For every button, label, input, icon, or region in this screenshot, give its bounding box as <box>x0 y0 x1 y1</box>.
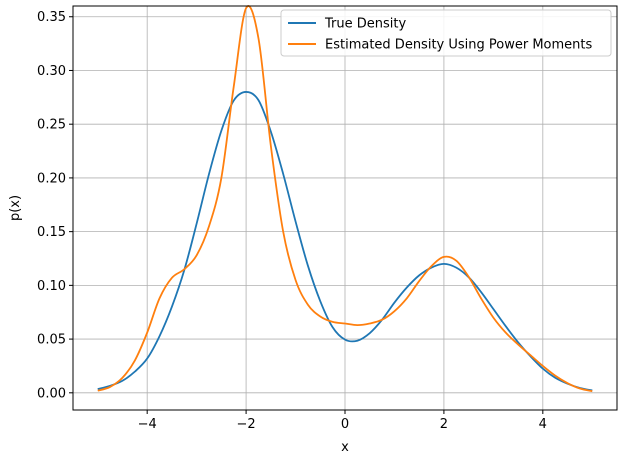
series-line-true-density <box>97 91 593 392</box>
y-tick-label: 0.20 <box>37 171 66 186</box>
y-tick-label: 0.10 <box>37 279 66 294</box>
ticks: −4 −2 0 2 4 0.00 0.05 0.10 0.15 0.20 0.25 0.30 0.35 <box>37 10 547 432</box>
legend-label-estimated-density: Estimated Density Using Power Moments <box>325 38 592 53</box>
series-line-estimated-density <box>97 5 593 393</box>
y-tick-label: 0.25 <box>37 118 66 133</box>
x-axis-label: x <box>341 440 349 455</box>
y-tick-label: 0.30 <box>37 64 66 79</box>
x-tick-label: 2 <box>440 417 448 432</box>
legend: True Density Estimated Density Using Pow… <box>280 9 612 57</box>
x-tick-label: 0 <box>341 417 349 432</box>
y-tick-label: 0.15 <box>37 225 66 240</box>
x-tick-label: −4 <box>138 417 157 432</box>
y-tick-label: 0.00 <box>37 386 66 401</box>
x-tick-label: −2 <box>237 417 256 432</box>
y-tick-label: 0.35 <box>37 10 66 25</box>
y-axis-label: p(x) <box>8 195 23 221</box>
series-layer <box>97 5 593 393</box>
legend-box <box>280 9 612 57</box>
x-tick-label: 4 <box>539 417 547 432</box>
legend-label-true-density: True Density <box>324 17 406 32</box>
y-tick-label: 0.05 <box>37 333 66 348</box>
grid <box>73 6 617 410</box>
